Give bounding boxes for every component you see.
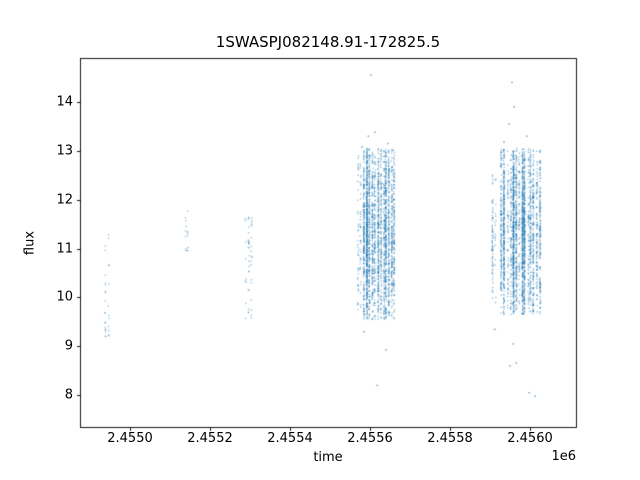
x-tick-label: 2.4552 [187,431,233,446]
y-tick-label: 12 [56,192,73,208]
y-axis-label: flux [22,230,38,256]
x-tick-label: 2.4554 [267,431,313,446]
y-tick-label: 8 [64,387,73,403]
y-tick-label: 13 [56,143,73,159]
x-axis-label: time [313,450,343,465]
x-tick-label: 2.4556 [347,431,393,446]
x-axis-offset-label: 1e6 [551,449,576,464]
y-tick-label: 14 [56,94,73,110]
y-tick-label: 11 [56,241,73,257]
x-tick-label: 2.4560 [507,431,553,446]
chart-title: 1SWASPJ082148.91-172825.5 [215,33,441,51]
x-tick-label: 2.4550 [107,431,153,446]
y-tick-label: 10 [56,289,73,305]
y-tick-label: 9 [64,338,73,354]
x-tick-label: 2.4558 [427,431,473,446]
